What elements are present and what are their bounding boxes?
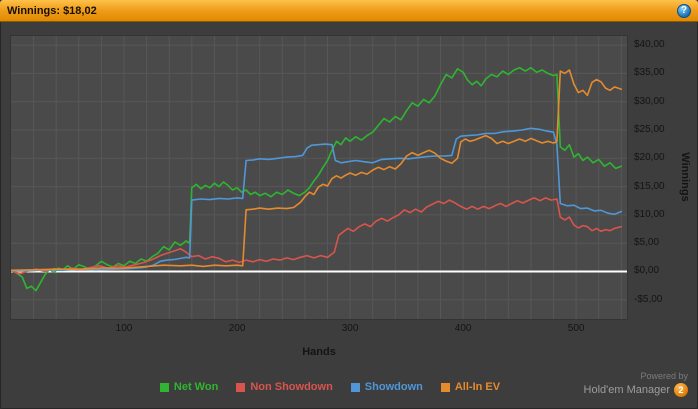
legend-swatch-net-won-icon — [159, 382, 169, 392]
y-axis-title: Winnings — [679, 152, 691, 202]
legend-label-non-showdown: Non Showdown — [250, 381, 333, 393]
x-tick-label: 500 — [567, 323, 585, 334]
y-tick-label: $5,00 — [634, 237, 660, 249]
holdem-manager-logo: Hold'em Manager 2 — [584, 383, 688, 397]
winnings-titlebar: Winnings: $18,02 ? — [0, 0, 698, 22]
y-tick-label: $30,00 — [634, 95, 665, 107]
series-line-all-in-ev — [11, 69, 623, 272]
legend-label-showdown: Showdown — [364, 381, 423, 393]
x-tick-label: 200 — [228, 323, 246, 334]
y-tick-label: $20,00 — [634, 152, 665, 164]
winnings-value: $18,02 — [63, 4, 97, 17]
x-tick-label: 100 — [115, 323, 133, 334]
y-tick-label: $15,00 — [634, 180, 665, 192]
grid-lines — [11, 36, 627, 319]
legend-swatch-all-in-ev-icon — [440, 382, 450, 392]
legend-label-net-won: Net Won — [173, 381, 219, 393]
y-tick-label: $40,00 — [634, 39, 665, 51]
series-line-showdown — [11, 127, 623, 272]
hm2-badge-icon: 2 — [674, 383, 688, 397]
legend-item-non-showdown: Non Showdown — [236, 381, 333, 393]
x-tick-label: 300 — [341, 323, 359, 334]
legend-item-all-in-ev: All-In EV — [440, 381, 501, 393]
powered-by-text: Powered by — [640, 371, 688, 381]
legend-label-all-in-ev: All-In EV — [454, 381, 501, 393]
winnings-label: Winnings: — [7, 4, 61, 17]
help-icon[interactable]: ? — [677, 3, 691, 18]
x-axis-title: Hands — [302, 346, 336, 358]
chart-legend: Net Won Non Showdown Showdown All-In EV — [90, 381, 570, 393]
y-tick-label: $35,00 — [634, 67, 665, 79]
branding: Powered by Hold'em Manager 2 — [584, 371, 688, 397]
legend-swatch-showdown-icon — [350, 382, 360, 392]
winnings-title: Winnings: $18,02 — [7, 5, 100, 17]
legend-swatch-non-showdown-icon — [236, 382, 246, 392]
winnings-chart-plot-area — [10, 35, 628, 320]
legend-item-showdown: Showdown — [350, 381, 423, 393]
winnings-chart-svg — [11, 36, 627, 319]
y-tick-label: -$5,00 — [634, 293, 663, 305]
y-tick-label: $0,00 — [634, 265, 660, 277]
series-line-non-showdown — [11, 197, 623, 275]
y-tick-label: $10,00 — [634, 208, 665, 220]
legend-item-net-won: Net Won — [159, 381, 219, 393]
x-tick-label: 400 — [454, 323, 472, 334]
brand-text: Hold'em Manager — [583, 384, 670, 396]
y-tick-label: $25,00 — [634, 123, 665, 135]
